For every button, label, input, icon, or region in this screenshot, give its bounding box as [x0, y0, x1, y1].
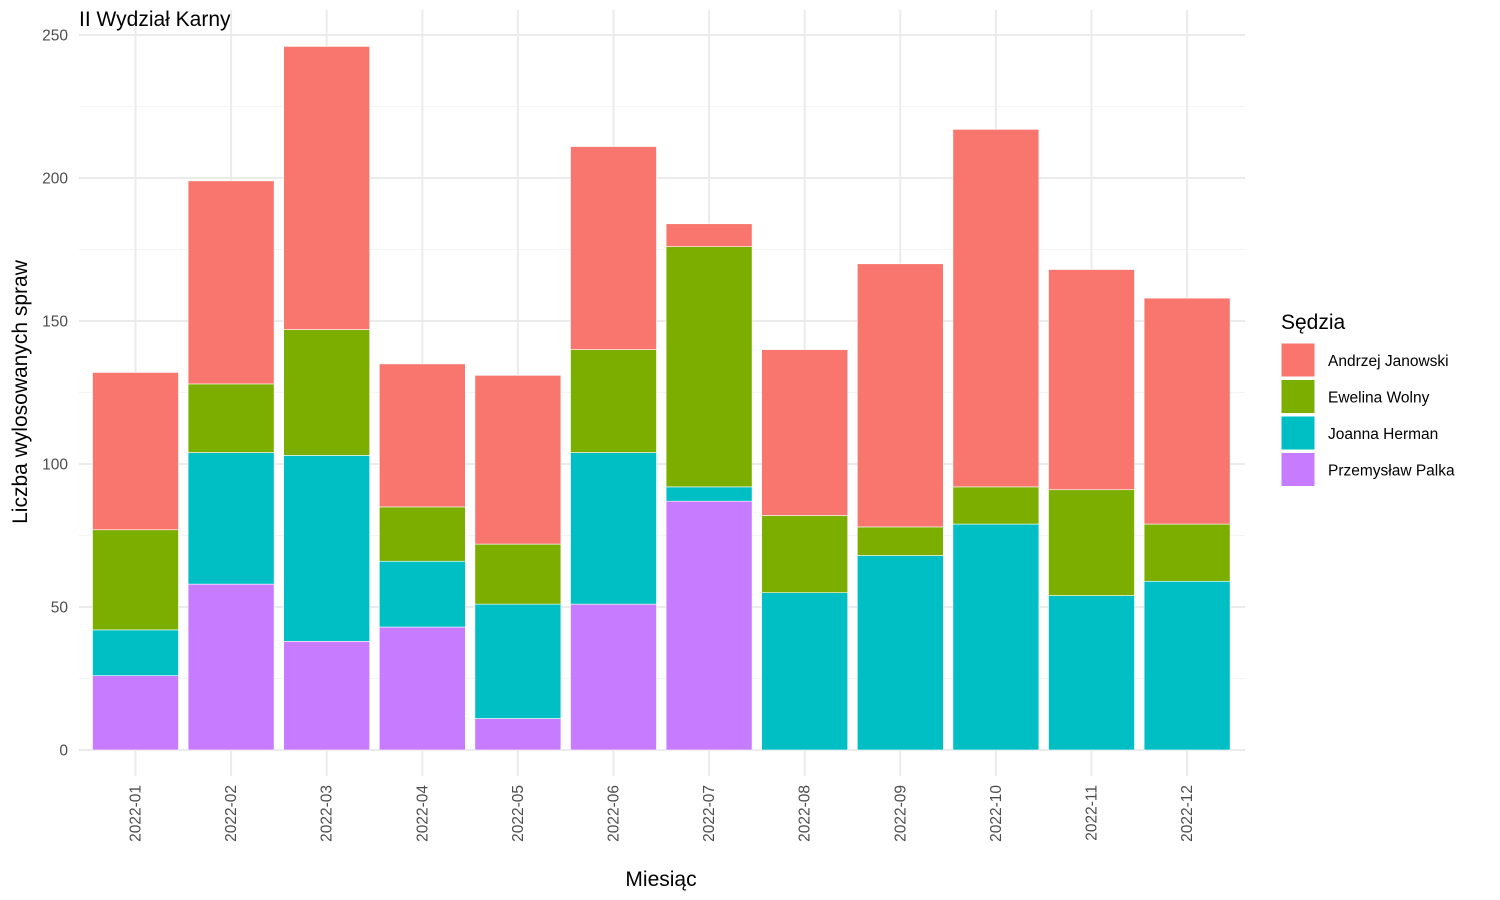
bar-segment [665, 486, 753, 502]
bar-segment [570, 452, 657, 605]
bar-segment [92, 372, 179, 531]
bar-segment [570, 146, 657, 350]
bar-segment [952, 129, 1040, 488]
x-tick-label: 2022-08 [797, 785, 814, 842]
x-axis-ticks: 2022-01 2022-02 2022-03 2022-04 2022-05 2022-… [128, 785, 1197, 842]
bar-segment [187, 452, 275, 585]
bar-segment [761, 515, 849, 593]
bar-segment [92, 529, 179, 631]
x-axis-title: Miesiąc [625, 868, 696, 891]
bar-segment [92, 675, 179, 751]
legend-swatch [1280, 452, 1316, 487]
bar-segment [952, 486, 1040, 525]
legend-swatch [1280, 342, 1316, 378]
bar-segment [1048, 489, 1135, 596]
x-tick-label: 2022-11 [1084, 785, 1101, 841]
bar-segment [952, 523, 1040, 751]
bar-segment [474, 603, 562, 719]
bar-segment [1143, 580, 1231, 751]
legend-label: Przemysław Palka [1328, 463, 1455, 480]
y-axis-ticks: 0 50 100 150 200 250 [42, 28, 68, 760]
bar-segment [761, 592, 849, 751]
bar-segment [1048, 269, 1135, 491]
bar-segment [92, 629, 179, 676]
bar-segment [378, 506, 466, 562]
bar-segment [187, 383, 275, 453]
legend-title: Sędzia [1281, 311, 1346, 334]
legend-items: Andrzej Janowski Ewelina Wolny Joanna Herm… [1280, 342, 1455, 487]
bar-segment [187, 583, 275, 751]
x-tick-label: 2022-05 [510, 785, 527, 842]
legend-label: Ewelina Wolny [1328, 390, 1430, 407]
x-tick-label: 2022-07 [701, 785, 718, 842]
legend-swatch [1280, 379, 1316, 414]
y-tick-label: 200 [42, 171, 68, 188]
y-tick-label: 50 [51, 600, 69, 617]
y-tick-label: 0 [59, 743, 68, 760]
bar-segment [283, 329, 371, 456]
legend-label: Andrzej Janowski [1328, 353, 1449, 370]
bar-segment [570, 603, 657, 751]
x-tick-label: 2022-03 [319, 785, 336, 842]
bar-segment [378, 363, 466, 508]
x-tick-label: 2022-09 [892, 785, 909, 842]
bar-segment [856, 555, 944, 751]
bar-segment [378, 626, 466, 751]
y-tick-label: 250 [42, 28, 68, 45]
bar-segment [187, 180, 275, 385]
bar-segment [665, 246, 753, 488]
bar-segment [474, 543, 562, 605]
x-tick-label: 2022-01 [128, 785, 145, 842]
y-axis-title: Liczba wylosowanych spraw [9, 259, 32, 524]
bar-segment [856, 526, 944, 556]
bar-segment [570, 349, 657, 453]
bar-segment [474, 718, 562, 751]
bar-segment [665, 223, 753, 247]
x-tick-label: 2022-02 [223, 785, 240, 842]
bar-segment [474, 375, 562, 545]
bars [92, 46, 1231, 751]
y-tick-label: 100 [42, 457, 68, 474]
bar-segment [1143, 523, 1231, 582]
bar-segment [283, 641, 371, 751]
x-tick-label: 2022-10 [988, 785, 1005, 842]
x-tick-label: 2022-06 [606, 785, 623, 842]
bar-segment [1143, 297, 1231, 525]
bar-segment [761, 349, 849, 516]
bar-segment [283, 455, 371, 642]
legend-swatch [1280, 415, 1316, 451]
chart-title: II Wydział Karny [79, 8, 231, 31]
legend-label: Joanna Herman [1328, 426, 1438, 443]
bar-segment [378, 560, 466, 628]
x-tick-label: 2022-12 [1179, 785, 1196, 842]
bar-segment [283, 46, 371, 330]
bar-segment [1048, 595, 1135, 751]
legend: Sędzia Andrzej Janowski Ewelina Wolny Joan… [1280, 311, 1455, 487]
bar-segment [856, 263, 944, 528]
x-tick-label: 2022-04 [414, 785, 431, 842]
y-tick-label: 150 [42, 314, 68, 331]
bar-segment [665, 500, 753, 751]
